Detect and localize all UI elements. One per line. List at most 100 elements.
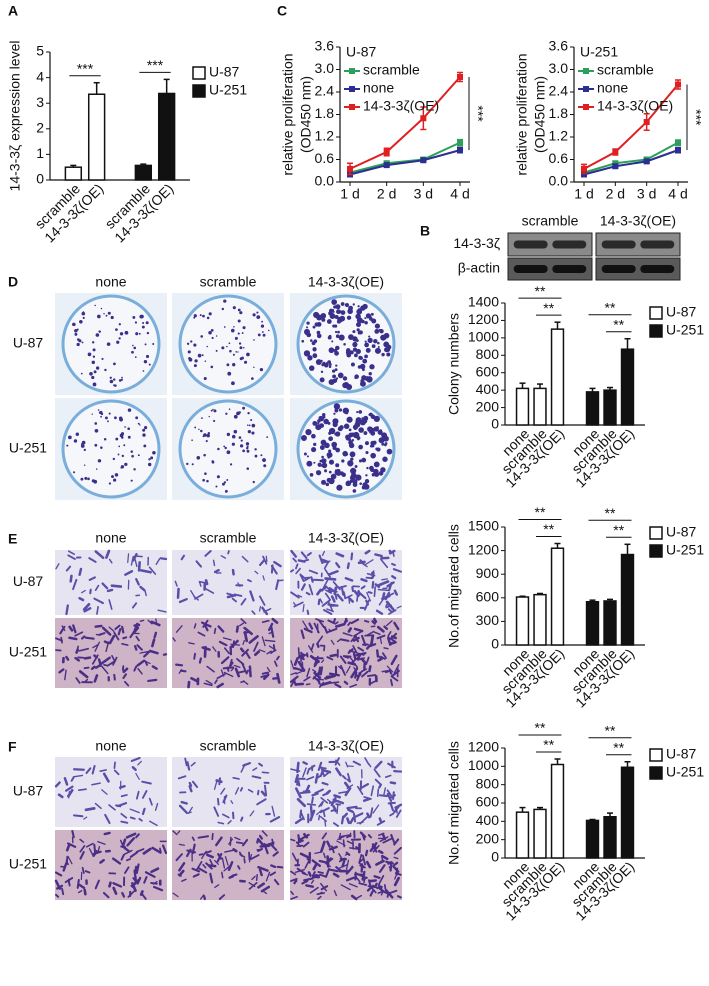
point — [457, 147, 463, 154]
cell — [221, 813, 230, 819]
cell — [369, 634, 375, 647]
colony — [91, 413, 93, 415]
colony — [352, 489, 357, 493]
colony — [114, 416, 117, 420]
colony — [315, 359, 322, 365]
cell — [355, 876, 361, 883]
cell — [388, 549, 392, 555]
cell — [328, 628, 332, 633]
colony — [319, 445, 325, 450]
cell — [105, 549, 111, 559]
cell — [302, 761, 308, 766]
point — [643, 119, 650, 125]
cell — [245, 669, 250, 675]
colony — [361, 485, 366, 490]
cell — [151, 638, 156, 648]
colony — [309, 339, 313, 342]
cell — [393, 846, 402, 855]
cell — [137, 760, 142, 766]
colony — [210, 409, 213, 412]
cell — [68, 636, 78, 641]
x-tick-label: 2 d — [377, 186, 396, 202]
colony — [100, 307, 103, 310]
colony — [82, 316, 85, 320]
cell — [237, 865, 241, 870]
colony — [321, 463, 326, 468]
cell — [93, 674, 99, 683]
colony — [354, 465, 358, 468]
colony — [303, 328, 311, 335]
cell — [204, 625, 209, 632]
colony — [81, 311, 86, 316]
colony — [364, 321, 368, 325]
cell — [93, 597, 105, 605]
colony — [336, 319, 341, 324]
colony — [342, 376, 348, 381]
colony — [355, 474, 362, 481]
colony — [326, 362, 329, 365]
colony — [93, 479, 98, 484]
cell — [376, 885, 383, 890]
cell — [116, 802, 128, 808]
colony — [321, 413, 326, 417]
image-column-label: scramble — [200, 274, 257, 290]
cell — [135, 833, 140, 839]
colony — [226, 432, 231, 437]
colony — [368, 413, 371, 416]
cell — [369, 890, 374, 897]
colony — [231, 381, 235, 386]
cell — [305, 884, 315, 888]
cell — [381, 854, 389, 861]
colony — [359, 356, 363, 360]
colony — [376, 447, 381, 452]
panel-letter: F — [8, 739, 17, 755]
colony — [256, 315, 261, 320]
cell — [236, 657, 245, 666]
y-axis-label: No.of migrated cells — [446, 741, 462, 865]
colony — [246, 449, 250, 453]
cell — [55, 563, 60, 570]
cell — [99, 858, 105, 864]
colony — [127, 427, 131, 431]
cell — [357, 646, 365, 652]
cell — [354, 672, 358, 679]
cell — [350, 667, 359, 679]
colony — [226, 345, 228, 348]
colony — [347, 460, 354, 467]
cell — [108, 634, 116, 645]
cell — [131, 553, 138, 562]
cell — [178, 804, 189, 815]
cell — [121, 642, 129, 646]
blot-band — [640, 240, 675, 249]
colony — [83, 464, 86, 466]
cell — [261, 619, 270, 624]
cell — [338, 790, 349, 794]
colony — [324, 442, 330, 449]
chart-title: U-251 — [580, 44, 618, 60]
cell — [296, 839, 304, 844]
colony — [210, 365, 214, 369]
significance-label: ** — [613, 316, 624, 332]
cell — [218, 640, 228, 647]
cell — [76, 878, 80, 889]
cell — [342, 632, 353, 637]
colony — [326, 319, 332, 324]
cell — [328, 672, 340, 677]
cell — [102, 772, 110, 783]
colony — [208, 312, 212, 316]
cell — [366, 572, 376, 577]
cell — [344, 577, 354, 582]
cell — [343, 618, 348, 626]
cell — [329, 681, 340, 684]
cell — [332, 872, 340, 878]
cell — [317, 761, 323, 771]
cell — [253, 641, 259, 652]
colony — [223, 445, 226, 448]
colony — [327, 421, 331, 425]
cell — [209, 872, 214, 884]
colony — [113, 478, 117, 482]
colony — [225, 412, 228, 415]
cell — [275, 655, 280, 661]
cell — [314, 773, 319, 784]
cell — [373, 768, 381, 778]
